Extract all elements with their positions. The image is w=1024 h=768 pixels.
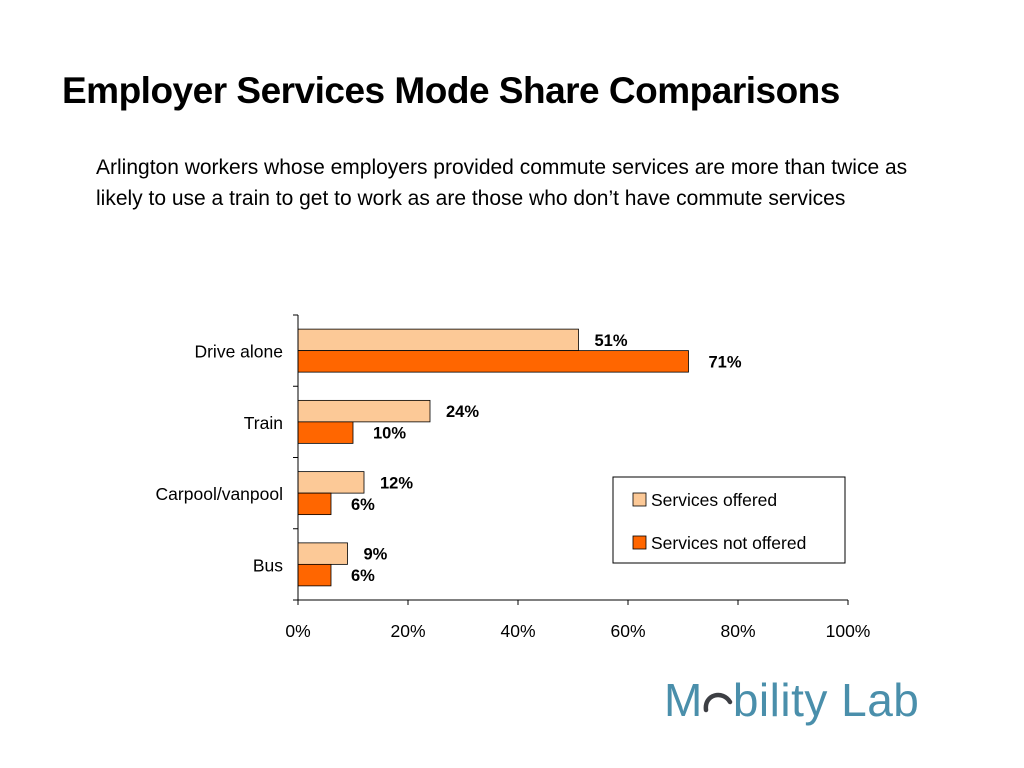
- slide-subtitle: Arlington workers whose employers provid…: [96, 156, 908, 210]
- data-label: 71%: [709, 353, 742, 371]
- slide-title: Employer Services Mode Share Comparisons: [62, 70, 840, 111]
- x-tick-label: 0%: [285, 621, 310, 641]
- x-tick-label: 20%: [390, 621, 425, 641]
- bar-train-offered: [297, 399, 431, 423]
- x-tick-label: 40%: [500, 621, 535, 641]
- x-tick-label: 60%: [610, 621, 645, 641]
- bar-drive-alone-offered: [297, 328, 579, 352]
- x-tick-label: 80%: [720, 621, 755, 641]
- data-label: 24%: [446, 403, 479, 421]
- category-label: Train: [244, 413, 283, 433]
- logo-text-prefix: M: [664, 674, 703, 726]
- data-label: 10%: [373, 425, 406, 443]
- logo-swoosh-icon: [703, 680, 733, 720]
- category-label: Carpool/vanpool: [156, 484, 283, 504]
- logo-text-suffix: bility Lab: [732, 674, 920, 726]
- bar-bus-not-offered: [297, 563, 332, 587]
- category-label: Bus: [253, 555, 283, 575]
- legend-label: Services not offered: [651, 533, 806, 553]
- data-label: 9%: [364, 546, 388, 564]
- legend-swatch: [632, 492, 647, 507]
- bar-carpool-vanpool-not-offered: [297, 492, 332, 516]
- bar-drive-alone-not-offered: [297, 350, 689, 373]
- legend-box: [612, 476, 846, 564]
- data-label: 6%: [351, 567, 375, 585]
- bar-bus-offered: [297, 542, 348, 565]
- data-label: 6%: [351, 496, 375, 514]
- data-label: 51%: [595, 332, 628, 350]
- data-label: 12%: [380, 474, 413, 492]
- bar-carpool-vanpool-offered: [297, 471, 365, 494]
- legend-swatch: [632, 535, 647, 550]
- legend-label: Services offered: [651, 490, 777, 510]
- category-label: Drive alone: [194, 342, 283, 362]
- bar-train-not-offered: [297, 421, 354, 444]
- x-tick-label: 100%: [826, 621, 871, 641]
